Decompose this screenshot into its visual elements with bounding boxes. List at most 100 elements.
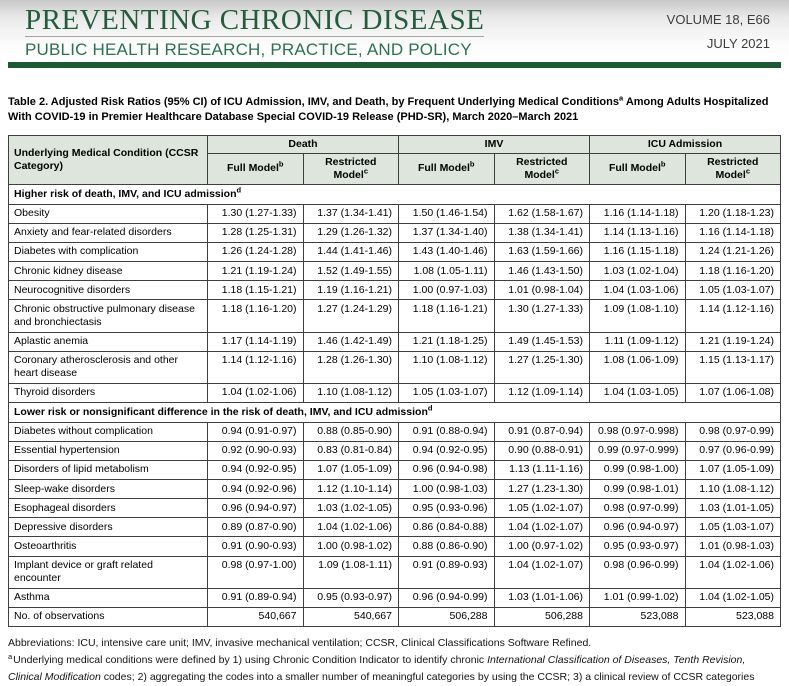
footnote-a: aUnderlying medical conditions were defi… [8,652,781,686]
risk-ratio-value: 1.14 (1.12-1.16) [684,299,781,333]
risk-ratio-value: 0.98 (0.97-0.998) [589,421,686,442]
risk-ratio-value: 0.99 (0.97-0.999) [589,440,686,461]
risk-ratio-value: 1.10 (1.08-1.12) [684,478,781,500]
risk-ratio-value: 0.92 (0.90-0.93) [207,440,304,461]
risk-ratio-value: 1.00 (0.98-1.02) [302,536,399,557]
risk-ratio-value: 0.94 (0.92-0.95) [207,459,304,481]
condition-label: Sleep-wake disorders [8,478,208,500]
column-header-icu-restricted-model: Restricted Modelc [684,152,781,186]
footnote-a-italic: International Classification of Diseases… [8,654,746,683]
condition-label: Diabetes without complication [8,421,208,442]
table-row: Obesity 1.30 (1.27-1.33) 1.37 (1.34-1.41) 1… [8,203,781,224]
risk-ratio-value: 1.08 (1.05-1.11) [398,261,495,282]
risk-ratio-value: 1.04 (1.02-1.06) [302,517,399,538]
risk-ratio-value: 1.07 (1.06-1.08) [684,382,781,404]
risk-ratio-value: 1.14 (1.13-1.16) [589,222,686,243]
group-header-imv: IMV [398,134,590,154]
issue-date: JULY 2021 [706,36,770,51]
observations-row: No. of observations 540,667 540,667 506,288… [8,606,781,628]
risk-ratio-value: 0.86 (0.84-0.88) [398,517,495,538]
risk-ratio-value: 0.94 (0.92-0.96) [207,478,304,500]
risk-ratio-value: 0.98 (0.96-0.99) [589,555,686,589]
risk-ratio-value: 0.90 (0.88-0.91) [493,440,590,461]
risk-ratio-value: 1.05 (1.03-1.07) [684,280,781,301]
risk-ratio-value: 1.15 (1.13-1.17) [684,350,781,384]
risk-ratio-value: 1.14 (1.12-1.16) [207,350,304,384]
model-header-row: Full Modelb Restricted Modelc Full Model… [9,152,781,186]
observations-value: 506,288 [398,606,495,628]
condition-label: Depressive disorders [8,517,208,538]
journal-masthead: PREVENTING CHRONIC DISEASE PUBLIC HEALTH… [0,0,789,62]
risk-ratio-value: 0.97 (0.96-0.99) [684,440,781,461]
footnote-marker-b: b [660,159,666,169]
risk-ratio-value: 0.94 (0.92-0.95) [398,440,495,461]
risk-ratio-value: 1.43 (1.40-1.46) [398,241,495,263]
risk-ratio-value: 0.98 (0.97-0.99) [684,421,781,442]
table-row: Osteoarthritis 0.91 (0.90-0.93) 1.00 (0.98… [8,536,781,557]
risk-ratio-value: 1.37 (1.34-1.41) [302,203,399,224]
table-row: Diabetes without complication 0.94 (0.91-… [8,421,781,442]
condition-label: Esophageal disorders [8,498,208,519]
footnotes: Abbreviations: ICU, intensive care unit;… [8,635,781,686]
risk-ratio-value: 1.27 (1.24-1.29) [302,299,399,333]
risk-ratio-value: 1.21 (1.18-1.25) [398,331,495,352]
risk-ratio-value: 1.04 (1.02-1.06) [684,555,781,589]
risk-ratio-value: 0.99 (0.98-1.00) [589,459,686,481]
observations-label: No. of observations [8,606,208,628]
table-row: Chronic obstructive pulmonary disease an… [8,299,781,333]
risk-ratio-value: 0.83 (0.81-0.84) [302,440,399,461]
risk-ratio-value: 1.04 (1.02-1.05) [684,587,781,608]
table-row: Aplastic anemia 1.17 (1.14-1.19) 1.46 (1.4… [8,331,781,352]
risk-ratio-value: 1.01 (0.98-1.04) [493,280,590,301]
risk-ratio-value: 1.38 (1.34-1.41) [493,222,590,243]
footnote-marker-b: b [278,159,284,169]
risk-ratio-value: 1.28 (1.25-1.31) [207,222,304,243]
section-header: Lower risk or nonsignificant difference … [8,402,781,423]
risk-ratio-value: 1.10 (1.08-1.12) [398,350,495,384]
risk-ratio-value: 0.96 (0.94-0.97) [207,498,304,519]
condition-label: Chronic obstructive pulmonary disease an… [8,299,208,333]
footnote-marker-a: a [619,93,624,103]
risk-ratio-value: 1.26 (1.24-1.28) [207,241,304,263]
table-head: Underlying Medical Condition (CCSR Categ… [8,134,781,186]
risk-ratio-value: 1.04 (1.03-1.06) [589,280,686,301]
footnote-marker-c: c [363,166,368,176]
risk-ratio-value: 1.09 (1.08-1.10) [589,299,686,333]
risk-ratio-value: 1.03 (1.01-1.06) [493,587,590,608]
risk-ratio-value: 1.63 (1.59-1.66) [493,241,590,263]
table-title-text: Table 2. Adjusted Risk Ratios (95% CI) o… [8,96,619,108]
condition-label: Neurocognitive disorders [8,280,208,301]
risk-ratio-value: 1.18 (1.16-1.21) [398,299,495,333]
risk-ratio-value: 1.01 (0.98-1.03) [684,536,781,557]
column-header-death-full-model: Full Modelb [207,152,304,186]
risk-ratio-value: 0.88 (0.86-0.90) [398,536,495,557]
risk-ratio-value: 1.27 (1.25-1.30) [493,350,590,384]
risk-ratio-value: 1.37 (1.34-1.40) [398,222,495,243]
risk-ratio-value: 1.05 (1.03-1.07) [398,382,495,404]
section-header-row: Lower risk or nonsignificant difference … [8,402,781,423]
abbreviations-note: Abbreviations: ICU, intensive care unit;… [8,637,592,649]
table-row: Sleep-wake disorders 0.94 (0.92-0.96) 1.12… [8,478,781,500]
condition-label: Implant device or graft related encounte… [8,555,208,589]
risk-ratio-value: 1.20 (1.18-1.23) [684,203,781,224]
risk-ratio-value: 1.21 (1.19-1.24) [207,261,304,282]
column-header-imv-full-model: Full Modelb [398,152,495,186]
risk-ratio-value: 1.46 (1.43-1.50) [493,261,590,282]
group-header-icu-admission: ICU Admission [589,134,781,154]
risk-ratio-value: 0.91 (0.88-0.94) [398,421,495,442]
table-row: Essential hypertension 0.92 (0.90-0.93) 0.… [8,440,781,461]
condition-label: Chronic kidney disease [8,261,208,282]
footnote-marker-d: d [427,403,433,413]
group-header-death: Death [207,134,399,154]
risk-ratio-value: 1.03 (1.01-1.05) [684,498,781,519]
table-row: Disorders of lipid metabolism 0.94 (0.92-… [8,459,781,481]
risk-ratio-value: 1.30 (1.27-1.33) [207,203,304,224]
risk-ratio-value: 1.12 (1.09-1.14) [493,382,590,404]
risk-ratio-value: 1.12 (1.10-1.14) [302,478,399,500]
footnote-marker-c: c [745,166,750,176]
risk-ratio-value: 1.04 (1.02-1.07) [493,517,590,538]
section-header: Higher risk of death, IMV, and ICU admis… [8,184,781,205]
risk-ratio-value: 1.16 (1.14-1.18) [684,222,781,243]
risk-ratio-value: 1.00 (0.98-1.03) [398,478,495,500]
observations-value: 540,667 [207,606,304,628]
